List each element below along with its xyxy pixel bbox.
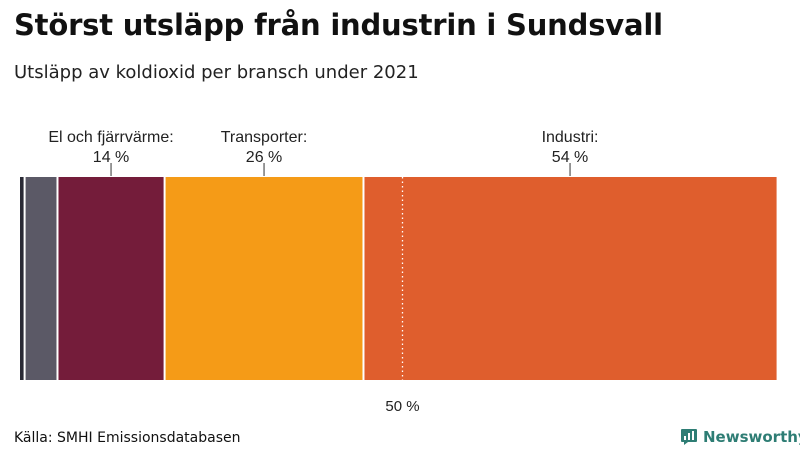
bar-segment bbox=[164, 177, 364, 380]
reference-line-label: 50 % bbox=[385, 398, 419, 415]
segment-label-name: El och fjärrvärme: bbox=[48, 129, 173, 146]
segment-label-name: Industri: bbox=[542, 129, 599, 146]
newsworthy-logo-icon bbox=[681, 429, 697, 445]
bar-segment bbox=[363, 177, 777, 380]
segment-label-name: Transporter: bbox=[221, 129, 308, 146]
brand-logo[interactable]: Newsworthy bbox=[680, 428, 800, 446]
chart-subtitle: Utsläpp av koldioxid per bransch under 2… bbox=[14, 62, 419, 83]
bar-segment bbox=[57, 177, 165, 380]
bar-segment bbox=[20, 177, 25, 380]
brand-name: Newsworthy bbox=[703, 428, 800, 446]
source-note: Källa: SMHI Emissionsdatabasen bbox=[14, 430, 241, 446]
segment-label-value: 14 % bbox=[93, 149, 129, 166]
segment-label-value: 54 % bbox=[552, 149, 588, 166]
segment-label-value: 26 % bbox=[246, 149, 282, 166]
bar-segment bbox=[24, 177, 58, 380]
chart-title: Störst utsläpp från industrin i Sundsval… bbox=[14, 8, 663, 42]
